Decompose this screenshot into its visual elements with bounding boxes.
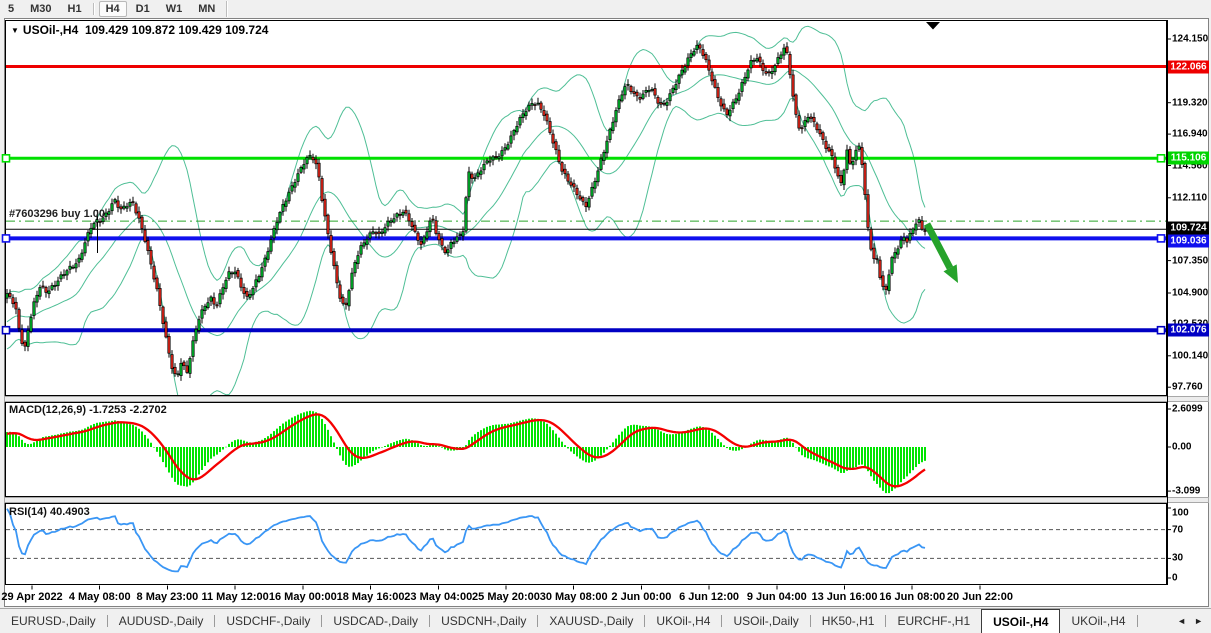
tab-separator	[537, 615, 539, 627]
price-tick-label: 112.110	[1172, 192, 1208, 204]
macd-scale-label: 0.00	[1172, 441, 1192, 453]
time-axis-label: 18 May 16:00	[336, 591, 405, 603]
tab-audusd-daily[interactable]: AUDUSD-,Daily	[118, 614, 204, 628]
tab-usoil-h4[interactable]: USOil-,H4	[981, 609, 1061, 633]
chart-title: ▼ USOil-,H4 109.429 109.872 109.429 109.7…	[11, 23, 268, 37]
chart-shift-marker-icon[interactable]	[926, 22, 940, 30]
time-axis-label: 29 Apr 2022	[1, 591, 63, 603]
timeframe-button-H1[interactable]: H1	[67, 3, 82, 15]
line-handle[interactable]	[1156, 234, 1166, 243]
tab-separator	[429, 615, 431, 627]
rsi-scale-label: 100	[1172, 507, 1189, 519]
candles-layer	[6, 40, 927, 381]
time-axis-label: 25 May 20:00	[472, 591, 540, 603]
time-axis-label: 16 May 00:00	[268, 591, 337, 603]
scroll-right-button[interactable]: ►	[1194, 616, 1203, 626]
price-tag-102.076: 102.076	[1168, 323, 1209, 337]
tab-separator	[644, 615, 646, 627]
tab-separator	[809, 615, 811, 627]
time-axis-label: 6 Jun 12:00	[679, 591, 740, 603]
rsi-indicator	[6, 508, 1166, 573]
rsi-scale-label: 30	[1172, 552, 1184, 564]
bollinger-middle	[6, 69, 926, 337]
tab-separator	[721, 615, 723, 627]
macd-indicator	[6, 410, 926, 494]
price-tag-109.724: 109.724	[1168, 221, 1209, 234]
timeframe-button-MN[interactable]: MN	[198, 3, 216, 15]
rsi-label: RSI(14) 40.4903	[9, 506, 90, 518]
line-handle[interactable]	[1156, 154, 1166, 163]
tab-ukoil-h4[interactable]: UKOil-,H4	[1071, 614, 1126, 628]
time-axis-label: 9 Jun 04:00	[746, 591, 807, 603]
rsi-line	[6, 508, 926, 573]
timeframe-toolbar: 5 M30 H1 H4 D1 W1 MN	[0, 0, 1211, 18]
time-axis-label: 23 May 04:00	[404, 591, 473, 603]
price-tick-label: 114.560	[1172, 160, 1208, 172]
price-tag-109.036: 109.036	[1168, 234, 1209, 247]
tab-separator	[885, 615, 887, 627]
horizontal-lines	[1, 65, 1166, 335]
time-axis-label: 16 Jun 08:00	[879, 591, 946, 603]
toolbar-separator	[92, 3, 95, 15]
timeframe-button-5[interactable]: 5	[8, 3, 15, 15]
tab-eurusd-daily[interactable]: EURUSD-,Daily	[11, 614, 96, 628]
time-axis-label: 20 Jun 22:00	[946, 591, 1013, 603]
price-tag-115.106: 115.106	[1168, 151, 1209, 165]
chart-dropdown-icon[interactable]: ▼	[11, 26, 19, 35]
tab-xauusd-daily[interactable]: XAUUSD-,Daily	[549, 614, 634, 628]
tab-eurchf-h1[interactable]: EURCHF-,H1	[897, 614, 971, 628]
time-axis-label: 4 May 08:00	[68, 591, 131, 603]
rsi-scale-label: 0	[1172, 572, 1178, 584]
macd-pane	[5, 402, 1167, 497]
timeframe-button-H4[interactable]: H4	[98, 1, 127, 17]
symbol-tabbar: EURUSD-,Daily AUDUSD-,Daily USDCHF-,Daily U…	[0, 608, 1211, 633]
time-axis-label: 13 Jun 16:00	[811, 591, 878, 603]
scroll-left-button[interactable]: ◄	[1177, 616, 1187, 626]
sell-arrow-annotation[interactable]	[923, 222, 958, 283]
line-handle[interactable]	[1, 234, 11, 243]
order-annotation-label: #7603296 buy 1.00	[9, 208, 106, 220]
line-handle[interactable]	[1, 154, 11, 163]
price-tick-label: 107.350	[1172, 255, 1209, 267]
rsi-pane	[5, 503, 1167, 585]
tab-usdcad-daily[interactable]: USDCAD-,Daily	[333, 614, 419, 628]
price-tick-label: 97.760	[1172, 381, 1203, 393]
rsi-scale-label: 70	[1172, 524, 1184, 536]
macd-scale-label: -3.099	[1172, 485, 1201, 497]
line-handle[interactable]	[1156, 325, 1166, 335]
tab-usdchf-daily[interactable]: USDCHF-,Daily	[226, 614, 311, 628]
macd-label: MACD(12,26,9) -1.7253 -2.2702	[9, 404, 167, 416]
chart-ohlc-values: 109.429 109.872 109.429 109.724	[84, 23, 269, 37]
price-tag-122.066: 122.066	[1168, 60, 1209, 73]
price-tick-label: 119.320	[1172, 97, 1208, 109]
timeframe-button-M30[interactable]: M30	[30, 3, 52, 15]
line-handle[interactable]	[1, 325, 11, 335]
tab-hk50-h1[interactable]: HK50-,H1	[821, 614, 875, 628]
time-axis-label: 30 May 08:00	[539, 591, 608, 603]
tab-separator	[1136, 615, 1138, 627]
timeframe-button-W1[interactable]: W1	[165, 3, 183, 15]
tab-usoil-daily[interactable]: USOil-,Daily	[733, 614, 799, 628]
price-tick-label: 100.140	[1172, 350, 1209, 362]
tab-separator	[214, 615, 216, 627]
price-tick-label: 124.150	[1172, 33, 1209, 45]
tab-usdcnh-daily[interactable]: USDCNH-,Daily	[441, 614, 527, 628]
chart-symbol: USOil-,H4	[22, 23, 79, 37]
price-tick-label: 116.940	[1172, 128, 1208, 140]
price-tick-label: 104.900	[1172, 287, 1209, 299]
time-axis-label: 2 Jun 00:00	[611, 591, 672, 603]
tab-separator	[106, 615, 108, 627]
macd-signal-line	[6, 413, 926, 488]
tab-separator	[321, 615, 323, 627]
macd-scale-label: 2.6099	[1172, 403, 1203, 415]
tab-ukoil-h4[interactable]: UKOil-,H4	[656, 614, 711, 628]
time-axis-label: 8 May 23:00	[136, 591, 199, 603]
time-axis-label: 11 May 12:00	[201, 591, 269, 603]
timeframe-button-D1[interactable]: D1	[135, 3, 150, 15]
toolbar-separator	[226, 1, 229, 17]
main-pane	[5, 20, 1167, 396]
